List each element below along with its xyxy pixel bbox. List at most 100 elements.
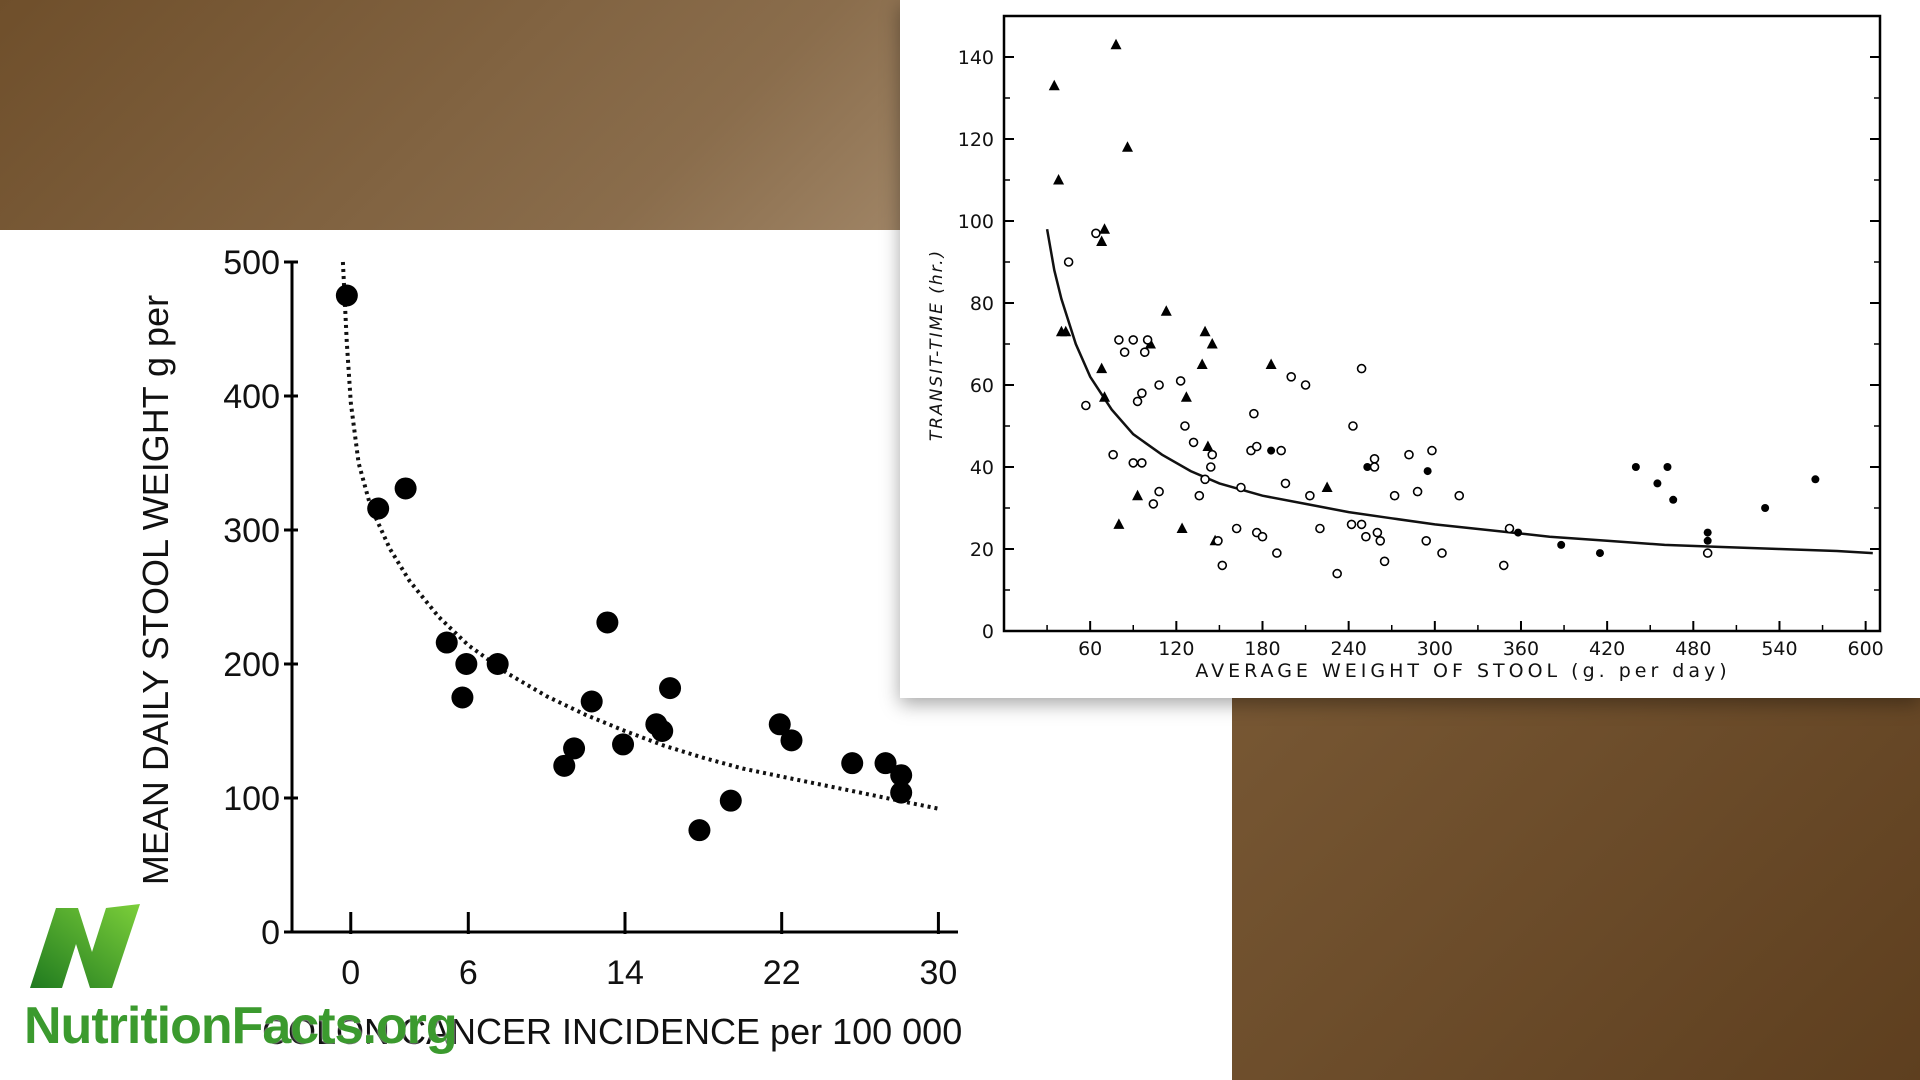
right-triangle-point [1199, 325, 1211, 337]
right-triangle-point [1110, 38, 1122, 50]
right-open-circle-point [1063, 257, 1074, 267]
right-open-circle-point [1498, 560, 1509, 571]
right-open-circle-point [1305, 490, 1315, 501]
right-y-tick-label: 60 [970, 375, 994, 397]
right-open-circle-point [1081, 400, 1091, 411]
left-y-tick-label: 200 [223, 646, 280, 684]
right-filled-circle-point [1267, 446, 1276, 455]
right-x-tick-label: 420 [1589, 638, 1625, 660]
right-open-circle-point [1194, 490, 1205, 501]
right-filled-circle-point [1363, 463, 1372, 471]
right-x-tick-label: 180 [1244, 638, 1280, 660]
left-data-point [874, 752, 897, 775]
right-open-circle-point [1132, 396, 1143, 407]
left-y-tick-label: 300 [223, 512, 280, 550]
left-data-point [890, 781, 913, 804]
right-open-circle-point [1249, 408, 1259, 419]
right-triangle-point [1060, 325, 1072, 337]
right-open-circle-point [1369, 453, 1380, 464]
right-triangle-point [1180, 391, 1192, 402]
left-chart-y-axis-label: MEAN DAILY STOOL WEIGHT g per [135, 295, 176, 885]
left-data-point [580, 690, 603, 713]
right-chart-y-axis-label: TRANSIT-TIME (hr.) [927, 249, 947, 441]
right-y-tick-label: 100 [958, 211, 994, 233]
left-x-tick-label: 22 [763, 954, 801, 992]
left-data-point [367, 497, 390, 520]
right-open-circle-point [1108, 449, 1118, 460]
right-open-circle-point [1180, 421, 1190, 431]
left-data-point [659, 677, 682, 700]
right-triangle-point [1176, 522, 1188, 533]
right-triangle-point [1113, 518, 1125, 529]
right-open-circle-point [1091, 228, 1101, 239]
right-x-tick-label: 60 [1078, 638, 1102, 660]
right-open-circle-point [1272, 548, 1282, 558]
right-trend-line [1045, 228, 1873, 555]
right-x-tick-label: 240 [1331, 638, 1367, 660]
left-y-tick-label: 0 [261, 914, 280, 952]
left-data-point [719, 789, 742, 812]
right-triangle-point [1206, 338, 1218, 349]
right-open-circle-point [1154, 380, 1164, 390]
left-y-tick-label: 500 [223, 244, 280, 282]
right-open-circle-point [1404, 449, 1414, 460]
right-open-circle-point [1315, 523, 1325, 534]
right-triangle-point [1099, 391, 1111, 402]
left-data-point [612, 733, 635, 756]
right-open-circle-point [1280, 478, 1291, 489]
right-open-circle-point [1213, 535, 1223, 546]
right-y-tick-label: 140 [958, 47, 994, 69]
right-filled-circle-point [1703, 536, 1712, 545]
right-open-circle-point [1236, 482, 1246, 493]
left-data-point [335, 284, 358, 307]
right-filled-circle-point [1703, 528, 1712, 537]
right-open-circle-point [1128, 335, 1139, 345]
left-data-point [651, 720, 674, 742]
right-open-circle-point [1454, 490, 1465, 501]
right-open-circle-point [1200, 474, 1210, 485]
right-open-circle-point [1286, 371, 1297, 382]
right-triangle-point [1202, 440, 1214, 451]
right-x-tick-label: 300 [1417, 638, 1453, 660]
right-open-circle-point [1257, 531, 1268, 542]
right-open-circle-point [1300, 380, 1311, 390]
left-chart-points [335, 284, 913, 842]
left-chart-x-axis-label: COLON CANCER INCIDENCE per 100 000 [262, 1011, 962, 1052]
right-open-circle-point [1702, 548, 1713, 558]
left-data-point [451, 686, 474, 709]
left-x-tick-label: 30 [919, 954, 957, 992]
right-x-tick-label: 120 [1158, 638, 1194, 660]
right-open-circle-point [1421, 535, 1432, 546]
right-filled-circle-point [1423, 467, 1432, 476]
left-data-point [768, 713, 791, 736]
right-triangle-point [1196, 358, 1208, 369]
right-open-circle-point [1375, 535, 1386, 546]
left-data-point [394, 477, 417, 500]
right-filled-circle-point [1631, 463, 1640, 471]
brand-logo-text[interactable]: NutritionFacts.org [24, 997, 458, 1055]
right-triangle-point [1122, 141, 1134, 152]
right-open-circle-point [1412, 486, 1423, 497]
right-open-circle-point [1379, 556, 1390, 567]
right-triangle-point [1053, 174, 1065, 185]
right-triangle-point [1132, 489, 1144, 501]
right-open-circle-point [1437, 548, 1447, 558]
left-x-tick-label: 14 [606, 954, 644, 992]
right-open-circle-point [1276, 445, 1286, 456]
right-triangle-point [1099, 223, 1111, 234]
right-open-circle-point [1346, 519, 1357, 530]
right-triangle-point [1265, 358, 1277, 369]
right-x-tick-label: 360 [1503, 638, 1539, 660]
right-open-circle-point [1504, 523, 1515, 534]
right-open-circle-point [1251, 441, 1262, 452]
right-y-tick-label: 120 [958, 129, 994, 151]
right-filled-circle-point [1663, 463, 1672, 471]
right-open-circle-point [1188, 437, 1199, 448]
left-chart-trend-curve [340, 261, 939, 811]
left-data-point [455, 653, 478, 675]
right-open-circle-point [1231, 523, 1242, 534]
right-chart-panel [900, 0, 1920, 698]
left-data-point [563, 737, 586, 760]
nutritionfacts-logo-icon [30, 904, 140, 988]
right-triangle-point [1321, 481, 1333, 492]
